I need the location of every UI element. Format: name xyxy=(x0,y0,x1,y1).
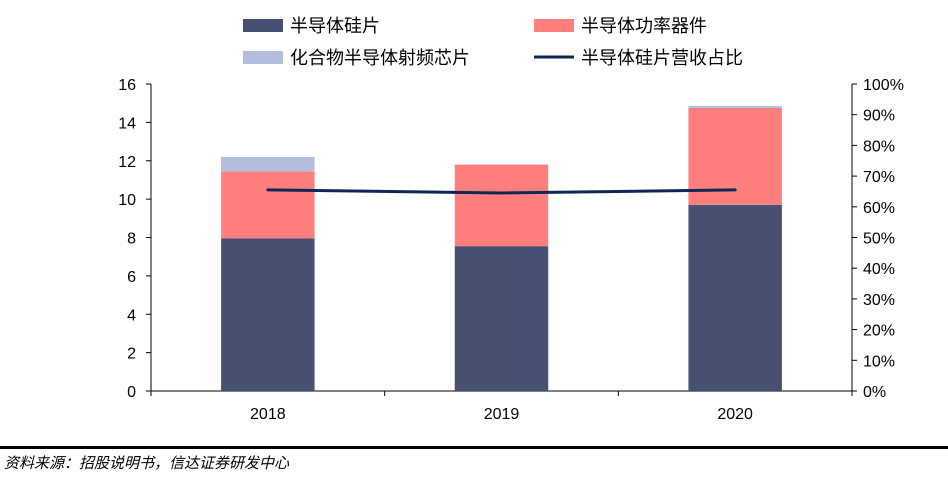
right-tick-label: 90% xyxy=(863,108,895,125)
legend-label-power-device: 半导体功率器件 xyxy=(581,16,707,37)
bar-segment-power-device xyxy=(454,164,549,247)
legend-label-silicon-wafer: 半导体硅片 xyxy=(290,16,380,37)
left-tick-label: 8 xyxy=(127,231,136,248)
legend-label-rf-chip: 化合物半导体射频芯片 xyxy=(290,48,470,69)
right-tick-label: 0% xyxy=(863,384,886,401)
right-tick-label: 80% xyxy=(863,138,895,155)
bars xyxy=(221,106,782,391)
right-tick-label: 50% xyxy=(863,231,895,248)
bar-segment-rf-chip xyxy=(221,156,315,172)
bar-segment-power-device xyxy=(221,171,315,239)
x-category-label: 2019 xyxy=(484,406,520,423)
source-note: 资料来源：招股说明书，信达证券研发中心 xyxy=(4,454,290,472)
bar-segment-silicon-wafer xyxy=(221,238,315,391)
legend-swatch-rf-chip xyxy=(243,51,283,64)
right-tick-label: 20% xyxy=(863,323,895,340)
legend-swatch-silicon-wafer xyxy=(243,19,283,32)
right-tick-label: 10% xyxy=(863,353,895,370)
left-tick-label: 2 xyxy=(127,346,136,363)
x-axis-ticks: 2018 2019 2020 xyxy=(150,391,853,423)
left-tick-label: 6 xyxy=(127,269,136,286)
right-tick-label: 60% xyxy=(863,200,895,217)
x-category-label: 2018 xyxy=(250,406,286,423)
right-axis-ticks: 0% 10% 20% 30% 40% 50% 60% 70% 80% 90% 100% xyxy=(852,77,904,401)
source-divider xyxy=(0,446,948,449)
right-tick-label: 100% xyxy=(863,77,904,94)
left-axis-ticks: 0 2 4 6 8 10 12 14 16 xyxy=(118,77,151,401)
left-tick-label: 12 xyxy=(118,154,136,171)
bar-segment-silicon-wafer xyxy=(454,246,549,391)
right-tick-label: 40% xyxy=(863,261,895,278)
bar-segment-silicon-wafer xyxy=(688,204,782,391)
legend-label-share-line: 半导体硅片营收占比 xyxy=(581,48,743,69)
share-line-layer xyxy=(266,188,737,195)
bar-segment-rf-chip xyxy=(688,106,782,108)
left-tick-label: 4 xyxy=(127,307,136,324)
legend-swatch-power-device xyxy=(534,19,574,32)
right-tick-label: 70% xyxy=(863,169,895,186)
legend: 半导体硅片 半导体功率器件 化合物半导体射频芯片 半导体硅片营收占比 xyxy=(243,16,743,69)
x-category-label: 2020 xyxy=(717,406,753,423)
left-tick-label: 0 xyxy=(127,384,136,401)
left-tick-label: 10 xyxy=(118,192,136,209)
right-tick-label: 30% xyxy=(863,292,895,309)
share-line xyxy=(266,188,737,195)
left-tick-label: 14 xyxy=(118,115,136,132)
left-tick-label: 16 xyxy=(118,77,136,94)
